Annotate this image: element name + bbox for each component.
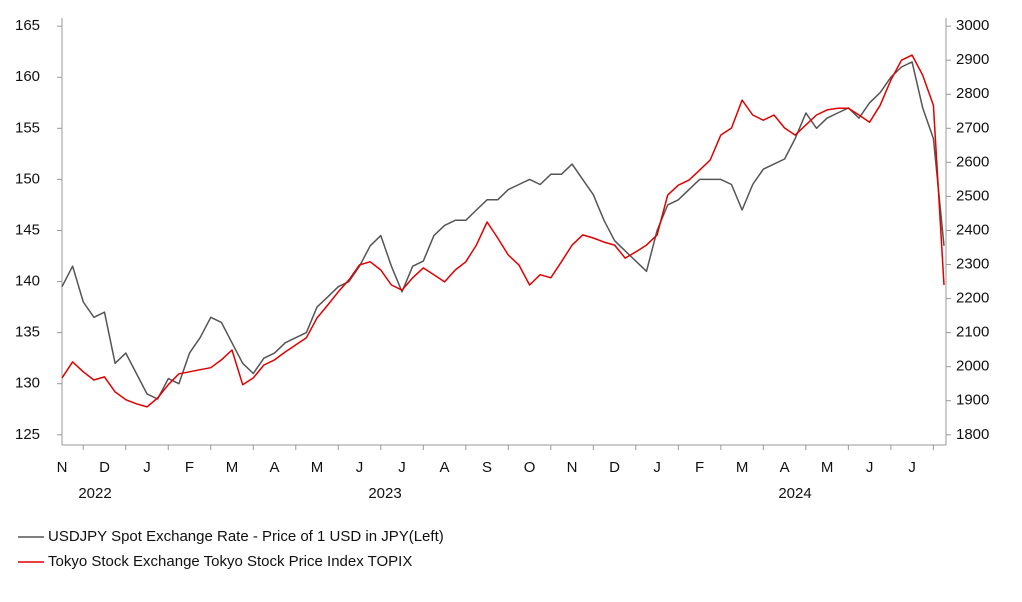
x-tick-label: M — [311, 459, 324, 476]
legend-label: USDJPY Spot Exchange Rate - Price of 1 U… — [48, 528, 444, 545]
x-tick-label: J — [653, 459, 661, 476]
x-tick-label: M — [736, 459, 749, 476]
series-line — [61, 54, 945, 408]
x-tick-label: F — [695, 459, 704, 476]
y-tick-label: 165 — [15, 17, 40, 34]
x-tick-label: D — [99, 459, 110, 476]
y2-tick-label: 3000 — [956, 17, 989, 34]
y2-tick-label: 2800 — [956, 85, 989, 102]
x-tick-label: M — [226, 459, 239, 476]
y2-tick-label: 2300 — [956, 255, 989, 272]
year-label: 2022 — [78, 485, 111, 502]
y2-tick-label: 2400 — [956, 221, 989, 238]
x-tick-label: D — [609, 459, 620, 476]
x-tick-label: F — [185, 459, 194, 476]
y2-tick-label: 2200 — [956, 290, 989, 307]
x-tick-label: A — [270, 459, 280, 476]
x-tick-label: S — [482, 459, 492, 476]
y2-tick-label: 2100 — [956, 324, 989, 341]
y2-tick-label: 1900 — [956, 392, 989, 409]
series-line — [61, 61, 945, 400]
y-tick-label: 160 — [15, 68, 40, 85]
x-tick-label: J — [398, 459, 406, 476]
y-tick-label: 155 — [15, 119, 40, 136]
x-tick-label: O — [524, 459, 536, 476]
x-tick-label: J — [908, 459, 916, 476]
x-tick-label: A — [440, 459, 450, 476]
y2-tick-label: 2700 — [956, 119, 989, 136]
year-label: 2024 — [778, 485, 811, 502]
y-tick-label: 130 — [15, 375, 40, 392]
y-tick-label: 150 — [15, 170, 40, 187]
x-tick-label: N — [567, 459, 578, 476]
y-tick-label: 140 — [15, 273, 40, 290]
y-tick-label: 125 — [15, 426, 40, 443]
y-tick-label: 145 — [15, 221, 40, 238]
y2-tick-label: 2500 — [956, 187, 989, 204]
y2-tick-label: 1800 — [956, 426, 989, 443]
x-tick-label: M — [821, 459, 834, 476]
x-tick-label: N — [57, 459, 68, 476]
x-tick-label: J — [143, 459, 151, 476]
y2-tick-label: 2000 — [956, 358, 989, 375]
x-tick-label: J — [866, 459, 874, 476]
legend-label: Tokyo Stock Exchange Tokyo Stock Price I… — [48, 553, 412, 570]
y2-tick-label: 2600 — [956, 153, 989, 170]
year-label: 2023 — [368, 485, 401, 502]
y-tick-label: 135 — [15, 324, 40, 341]
x-tick-label: A — [780, 459, 790, 476]
x-tick-label: J — [356, 459, 364, 476]
y2-tick-label: 2900 — [956, 51, 989, 68]
